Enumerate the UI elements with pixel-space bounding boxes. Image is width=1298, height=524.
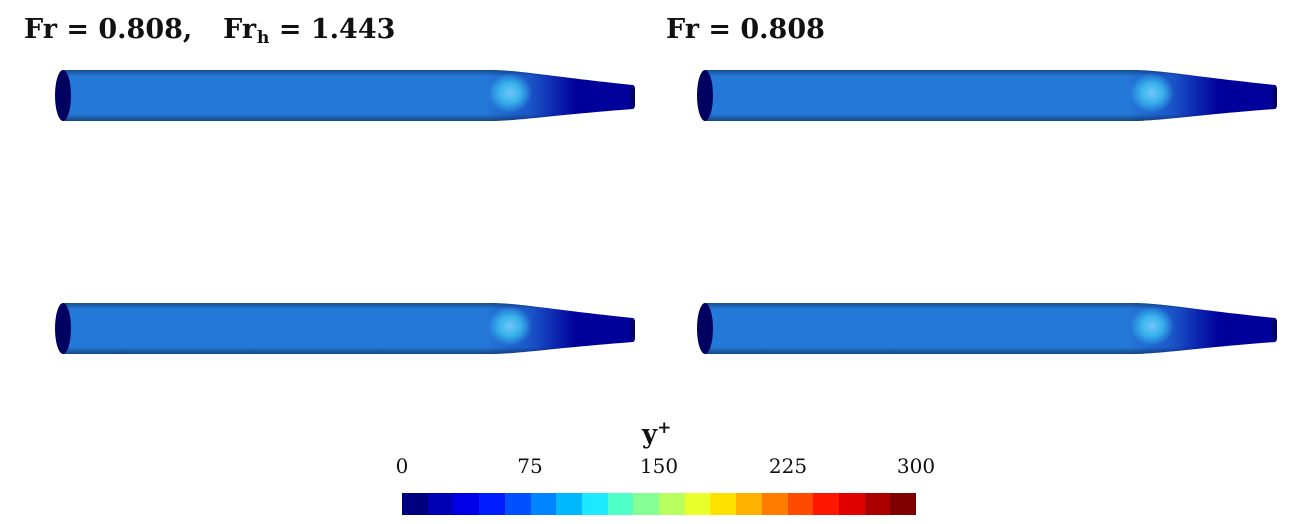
colorbar-segment <box>864 493 891 515</box>
hull-model-bottom-right <box>697 300 1277 356</box>
hull-model-top-left <box>55 67 635 123</box>
colorbar-segment <box>530 493 557 515</box>
colorbar-segment <box>684 493 711 515</box>
colorbar-segment <box>633 493 660 515</box>
title-left: Fr = 0.808, Frh = 1.443 <box>24 14 396 48</box>
fr-label: Fr <box>24 14 57 45</box>
colorbar-tick: 150 <box>639 454 679 478</box>
colorbar-tick: 75 <box>517 454 543 478</box>
fr-value: 0.808 <box>740 14 825 45</box>
colorbar-segment <box>710 493 737 515</box>
colorbar-segment <box>402 493 428 515</box>
hull-model-top-right <box>697 67 1277 123</box>
colorbar-tick: 225 <box>768 454 808 478</box>
colorbar-segment <box>453 493 480 515</box>
colorbar-segment <box>607 493 634 515</box>
colorbar-segment <box>838 493 865 515</box>
frh-value: 1.443 <box>310 14 396 45</box>
colorbar-segment <box>581 493 608 515</box>
fr-value: 0.808, <box>98 14 193 45</box>
fr-label: Fr <box>666 14 699 45</box>
colorbar-segment <box>813 493 839 515</box>
hull-model-bottom-left <box>55 300 635 356</box>
colorbar-label: y+ <box>642 418 672 450</box>
colorbar-segment <box>736 493 762 515</box>
colorbar-segment <box>427 493 454 515</box>
colorbar-segment <box>787 493 814 515</box>
colorbar-tick: 0 <box>395 454 409 478</box>
title-right: Fr = 0.808 <box>666 14 825 45</box>
colorbar-segment <box>504 493 531 515</box>
frh-subscript: h <box>257 28 270 48</box>
colorbar-tick: 300 <box>896 454 936 478</box>
colorbar <box>402 493 917 515</box>
colorbar-segment <box>761 493 788 515</box>
colorbar-segment <box>479 493 505 515</box>
frh-label: Fr <box>223 14 257 45</box>
colorbar-segment <box>890 493 917 515</box>
colorbar-segment <box>659 493 685 515</box>
colorbar-segment <box>556 493 582 515</box>
